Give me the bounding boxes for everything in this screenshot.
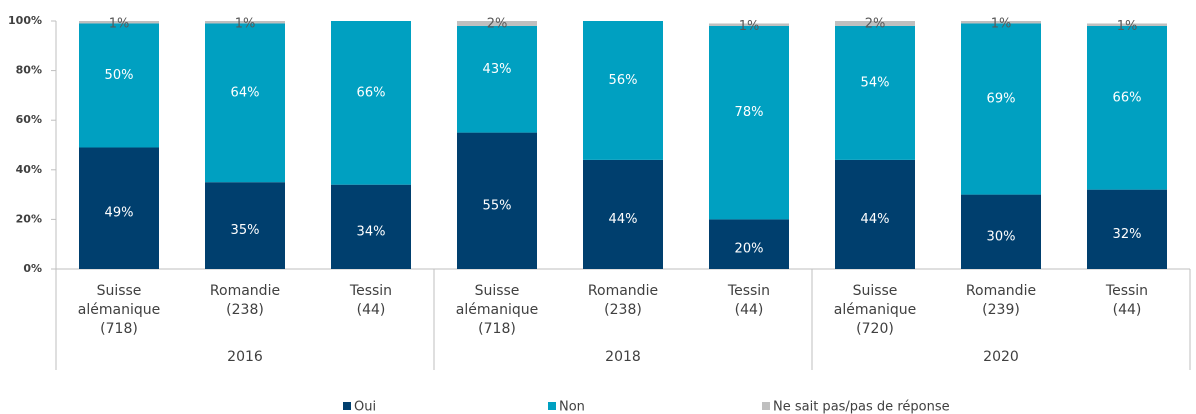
x-tick-label: (44) — [735, 302, 764, 318]
data-label: 44% — [609, 212, 638, 227]
legend-label: Oui — [354, 400, 376, 414]
y-tick-label: 0% — [23, 262, 42, 275]
data-label: 1% — [991, 17, 1012, 32]
bar-segment — [79, 21, 159, 24]
bar-segment — [709, 23, 789, 26]
data-label: 1% — [1117, 19, 1138, 34]
data-label: 1% — [109, 17, 130, 32]
x-tick-label: (44) — [1113, 302, 1142, 318]
bar-segment — [331, 21, 411, 185]
bar-segment — [709, 25, 789, 220]
x-tick-label: Romandie — [210, 283, 280, 299]
x-tick-label: Tessin — [727, 283, 770, 299]
data-label: 35% — [231, 223, 260, 238]
x-tick-label: Tessin — [1105, 283, 1148, 299]
bar-segment — [457, 25, 537, 133]
legend-swatch — [548, 402, 556, 410]
data-label: 30% — [987, 229, 1016, 244]
x-tick-label: (238) — [226, 302, 264, 318]
bar-segment — [457, 21, 537, 26]
data-label: 66% — [1113, 90, 1142, 105]
x-tick-label: Suisse — [853, 283, 898, 299]
data-label: 56% — [609, 73, 638, 88]
y-tick-label: 60% — [16, 113, 42, 126]
bar-segment — [961, 194, 1041, 269]
data-label: 20% — [735, 242, 764, 257]
y-tick-label: 80% — [16, 64, 42, 77]
bar-segment — [205, 21, 285, 24]
data-label: 2% — [487, 17, 508, 32]
data-label: 1% — [235, 17, 256, 32]
x-tick-label: (239) — [982, 302, 1020, 318]
data-label: 1% — [739, 19, 760, 34]
y-tick-label: 100% — [8, 14, 42, 27]
bar-segment — [961, 21, 1041, 24]
data-label: 34% — [357, 224, 386, 239]
bar-segment — [835, 159, 915, 269]
x-tick-label: Suisse — [97, 283, 142, 299]
bar-segment — [79, 23, 159, 148]
legend-label: Ne sait pas/pas de réponse — [773, 400, 950, 414]
x-tick-label: alémanique — [834, 302, 916, 318]
group-label: 2018 — [605, 349, 641, 365]
bar-segment — [1087, 25, 1167, 190]
bar-segment — [1087, 23, 1167, 26]
bar-segment — [583, 159, 663, 269]
data-label: 49% — [105, 206, 134, 221]
bar-segment — [457, 132, 537, 269]
data-label: 66% — [357, 85, 386, 100]
x-tick-label: Suisse — [475, 283, 520, 299]
x-tick-label: Romandie — [588, 283, 658, 299]
legend-swatch — [343, 402, 351, 410]
bar-segment — [709, 219, 789, 269]
bar-segment — [583, 21, 663, 160]
data-label: 50% — [105, 68, 134, 83]
x-tick-label: Tessin — [349, 283, 392, 299]
bar-segment — [79, 147, 159, 269]
x-tick-label: (238) — [604, 302, 642, 318]
group-label: 2020 — [983, 349, 1019, 365]
data-label: 32% — [1113, 227, 1142, 242]
bar-segment — [835, 21, 915, 26]
legend-swatch — [762, 402, 770, 410]
legend-label: Non — [559, 400, 585, 414]
bar-segment — [331, 184, 411, 269]
x-tick-label: Romandie — [966, 283, 1036, 299]
x-tick-label: alémanique — [78, 302, 160, 318]
x-tick-label: (44) — [357, 302, 386, 318]
data-label: 55% — [483, 198, 512, 213]
x-tick-label: (718) — [478, 321, 516, 337]
y-tick-label: 40% — [16, 163, 42, 176]
data-label: 69% — [987, 92, 1016, 107]
data-label: 2% — [865, 17, 886, 32]
bar-segment — [961, 23, 1041, 195]
group-label: 2016 — [227, 349, 263, 365]
bar-segment — [1087, 189, 1167, 269]
data-label: 43% — [483, 62, 512, 77]
bar-segment — [835, 25, 915, 160]
y-tick-label: 20% — [16, 212, 42, 225]
x-tick-label: (720) — [856, 321, 894, 337]
data-label: 44% — [861, 212, 890, 227]
bar-segment — [205, 182, 285, 269]
data-label: 78% — [735, 105, 764, 120]
data-label: 54% — [861, 75, 890, 90]
x-tick-label: (718) — [100, 321, 138, 337]
data-label: 64% — [231, 85, 260, 100]
bar-segment — [205, 23, 285, 183]
x-tick-label: alémanique — [456, 302, 538, 318]
